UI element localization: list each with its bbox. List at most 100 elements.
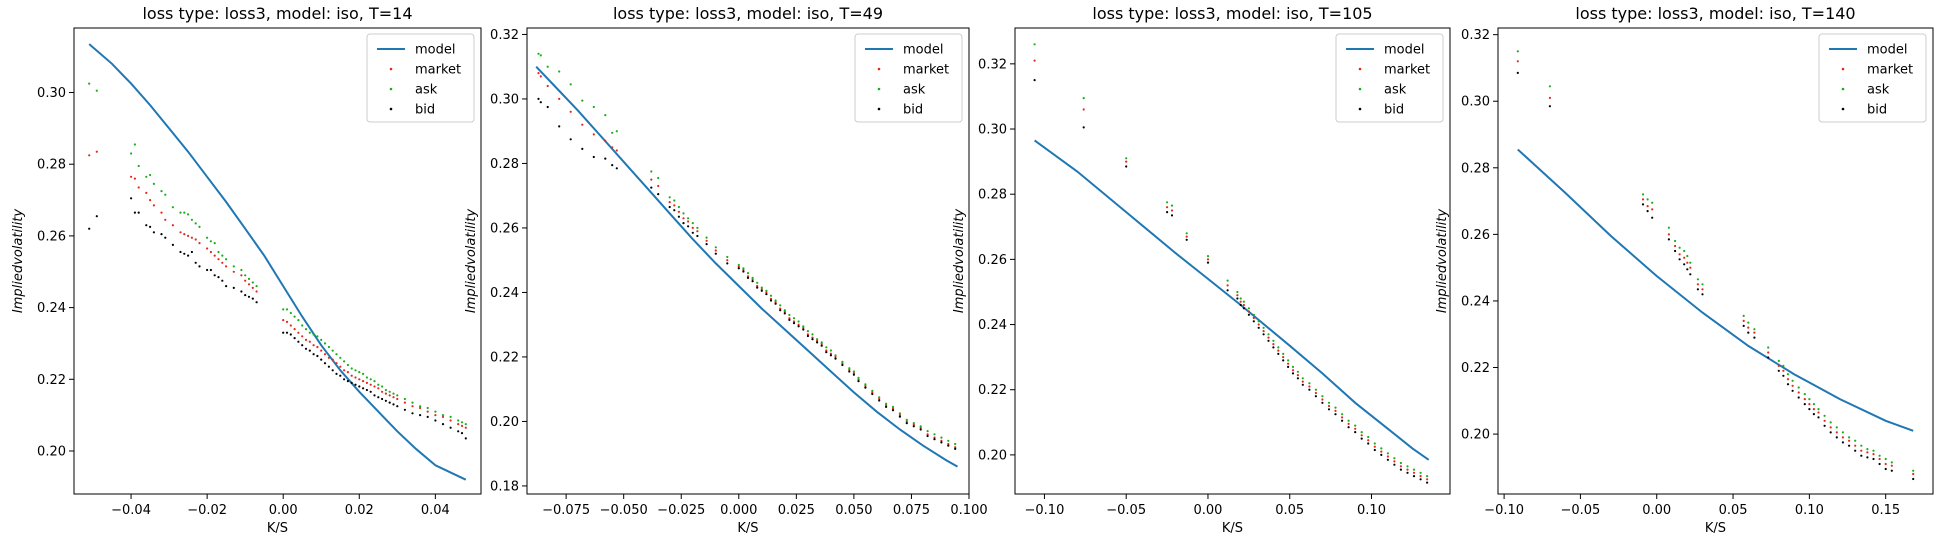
y-tick-label: 0.32 (1461, 28, 1490, 43)
point-ask (788, 313, 791, 317)
point-market (244, 279, 247, 282)
point-ask (1701, 283, 1704, 286)
point-bid (1327, 408, 1331, 411)
point-market (152, 204, 155, 207)
point-market (783, 310, 786, 313)
point-market (209, 250, 212, 254)
point-market (365, 381, 368, 384)
point-bid (1386, 458, 1389, 461)
point-market (1866, 451, 1869, 454)
point-bid (891, 409, 895, 412)
point-bid (426, 415, 429, 418)
point-bid (760, 289, 763, 292)
point-ask (1426, 475, 1429, 478)
point-ask (802, 325, 805, 328)
point-bid (331, 369, 334, 372)
point-market (160, 211, 163, 214)
point-bid (811, 338, 814, 341)
point-bid (285, 331, 289, 334)
point-bid (369, 390, 372, 393)
point-bid (677, 215, 681, 218)
point-bid (95, 215, 98, 218)
y-tick-label: 0.30 (978, 123, 1007, 138)
point-bid (657, 193, 660, 196)
point-bid (1314, 395, 1317, 398)
point-market (1890, 464, 1893, 467)
point-bid (820, 344, 823, 347)
point-bid (343, 378, 346, 381)
point-bid (282, 331, 285, 334)
point-ask (133, 143, 136, 146)
point-ask (354, 369, 357, 372)
point-ask (682, 212, 685, 215)
point-market (240, 274, 243, 277)
point-market (1170, 209, 1174, 212)
series-market (1033, 59, 1429, 481)
y-axis-label: Impliedvolatility (464, 209, 479, 313)
point-ask (1321, 395, 1324, 398)
point-market (346, 371, 349, 374)
point-market (841, 362, 844, 365)
point-market (213, 254, 216, 257)
point-ask (797, 320, 800, 323)
point-ask (878, 396, 881, 399)
point-market (1252, 316, 1255, 320)
y-tick-label: 0.26 (37, 229, 66, 244)
point-ask (362, 372, 365, 375)
y-tick-label: 0.30 (1461, 95, 1490, 110)
point-ask (187, 213, 190, 216)
point-bid (848, 370, 851, 373)
point-ask (1166, 201, 1169, 204)
y-tick-label: 0.28 (490, 157, 519, 172)
x-tick-label: 0.10 (1357, 503, 1386, 518)
point-bid (206, 268, 209, 272)
point-bid (335, 372, 338, 375)
legend-label-bid: bid (1867, 103, 1887, 118)
point-ask (190, 218, 193, 221)
x-tick-label: 0.15 (1871, 503, 1900, 518)
point-bid (1812, 413, 1815, 416)
point-ask (1226, 279, 1229, 282)
point-bid (1206, 261, 1210, 264)
point-bid (323, 362, 327, 365)
point-bid (751, 280, 754, 283)
point-ask (811, 333, 814, 336)
point-market (183, 233, 186, 236)
point-market (898, 413, 902, 417)
x-axis-label: K/S (1222, 521, 1243, 536)
point-bid (834, 357, 837, 360)
x-tick-label: 0.000 (720, 503, 757, 518)
point-ask (1884, 457, 1887, 461)
legend-label-ask: ask (415, 83, 438, 98)
point-bid (1247, 313, 1250, 316)
point-market (1848, 439, 1851, 442)
point-bid (419, 414, 422, 417)
point-bid (926, 434, 929, 438)
point-market (1777, 364, 1780, 367)
point-ask (898, 412, 902, 415)
point-market (1516, 60, 1519, 63)
point-ask (737, 263, 740, 267)
point-bid (1282, 359, 1285, 362)
point-bid (947, 444, 950, 447)
point-market (1808, 403, 1811, 406)
point-bid (1291, 372, 1295, 375)
point-market (1884, 462, 1887, 466)
point-ask (834, 354, 837, 357)
point-ask (149, 173, 152, 177)
point-ask (297, 319, 300, 322)
point-market (726, 259, 729, 262)
point-bid (615, 167, 618, 170)
point-market (1829, 426, 1832, 429)
subplot-1: loss type: loss3, model: iso, T=14 −0.04 −… (11, 4, 482, 536)
point-market (581, 123, 584, 126)
point-market (289, 324, 292, 327)
point-bid (130, 197, 133, 200)
point-ask (1696, 278, 1699, 281)
point-bid (1412, 475, 1416, 478)
point-market (88, 154, 91, 157)
point-market (1082, 108, 1085, 111)
point-market (1823, 419, 1826, 422)
point-ask (857, 376, 860, 379)
point-ask (820, 341, 823, 344)
